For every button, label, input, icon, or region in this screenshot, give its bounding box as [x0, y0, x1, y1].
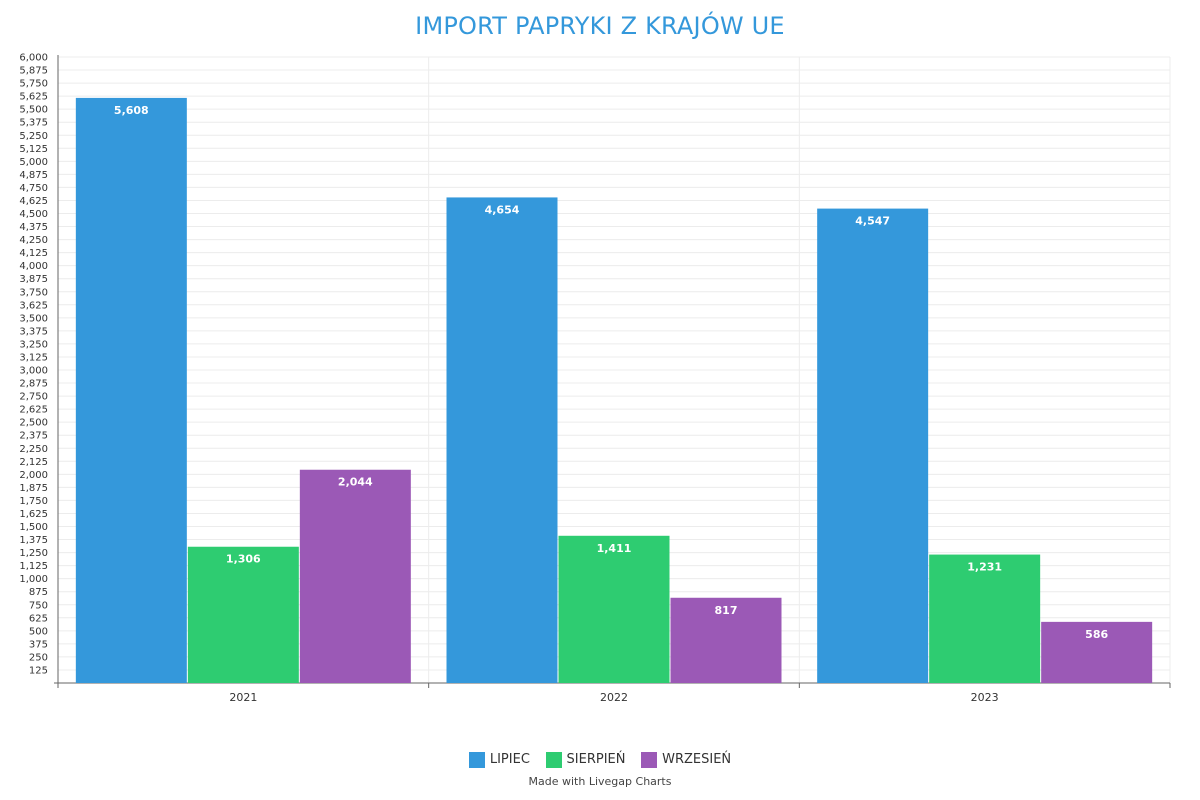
x-tick-label: 2023 — [971, 691, 999, 704]
y-tick-label: 3,625 — [19, 300, 48, 311]
y-tick-label: 1,000 — [19, 574, 48, 585]
legend-label-lipiec: LIPIEC — [489, 752, 530, 768]
y-tick-label: 3,250 — [19, 339, 48, 350]
y-tick-label: 2,250 — [19, 444, 48, 455]
y-tick-label: 1,750 — [19, 496, 48, 507]
y-tick-label: 2,000 — [19, 470, 48, 481]
y-tick-label: 1,375 — [19, 535, 48, 546]
bar-wrzesien-2021 — [299, 469, 411, 683]
y-tick-label: 3,500 — [19, 313, 48, 324]
y-tick-label: 1,625 — [19, 509, 48, 520]
y-tick-label: 2,875 — [19, 379, 48, 390]
y-tick-label: 625 — [29, 613, 48, 624]
chart-title: IMPORT PAPRYKI Z KRAJÓW UE — [415, 12, 785, 40]
data-label: 1,231 — [967, 561, 1002, 574]
data-label: 4,654 — [485, 203, 520, 216]
y-tick-label: 4,375 — [19, 222, 48, 233]
y-tick-label: 3,375 — [19, 326, 48, 337]
y-tick-label: 875 — [29, 587, 48, 598]
legend-label-wrzesien: WRZESIEŃ — [662, 752, 732, 768]
x-tick-label: 2021 — [229, 691, 257, 704]
legend-swatch-sierpien — [545, 751, 562, 768]
data-label: 586 — [1085, 628, 1108, 641]
data-label: 1,306 — [226, 553, 261, 566]
legend-label-sierpien: SIERPIEŃ — [566, 752, 626, 768]
y-tick-label: 5,250 — [19, 131, 48, 142]
y-tick-label: 1,500 — [19, 522, 48, 533]
y-tick-label: 5,750 — [19, 79, 48, 90]
legend-swatch-lipiec — [468, 751, 485, 768]
legend-item-wrzesien[interactable]: WRZESIEŃ — [641, 751, 731, 768]
y-tick-label: 2,500 — [19, 418, 48, 429]
y-tick-label: 2,750 — [19, 392, 48, 403]
y-tick-label: 3,875 — [19, 274, 48, 285]
bar-sierpien-2022 — [558, 535, 670, 683]
bar-lipiec-2022 — [446, 197, 558, 683]
y-tick-label: 2,125 — [19, 457, 48, 468]
y-tick-label: 3,125 — [19, 352, 48, 363]
legend-swatch-wrzesien — [641, 751, 658, 768]
y-tick-label: 125 — [29, 665, 48, 676]
legend-item-sierpien[interactable]: SIERPIEŃ — [545, 751, 626, 768]
legend-item-lipiec[interactable]: LIPIEC — [468, 751, 530, 768]
data-label: 4,547 — [855, 215, 890, 228]
x-tick-label: 2022 — [600, 691, 628, 704]
y-tick-label: 2,375 — [19, 431, 48, 442]
y-tick-label: 750 — [29, 600, 48, 611]
y-tick-label: 5,875 — [19, 66, 48, 77]
bar-wrzesien-2022 — [670, 597, 782, 683]
legend: LIPIEC SIERPIEŃ WRZESIEŃ — [0, 751, 1200, 768]
data-label: 1,411 — [597, 542, 632, 555]
y-tick-label: 3,750 — [19, 287, 48, 298]
y-tick-label: 4,625 — [19, 196, 48, 207]
y-tick-label: 250 — [29, 652, 48, 663]
data-label: 817 — [715, 604, 738, 617]
y-tick-label: 5,500 — [19, 105, 48, 116]
y-tick-label: 5,625 — [19, 92, 48, 103]
y-tick-label: 3,000 — [19, 366, 48, 377]
y-tick-label: 5,125 — [19, 144, 48, 155]
y-tick-label: 5,375 — [19, 118, 48, 129]
y-tick-label: 2,625 — [19, 405, 48, 416]
y-tick-label: 4,875 — [19, 170, 48, 181]
y-tick-label: 1,875 — [19, 483, 48, 494]
bar-wrzesien-2023 — [1041, 621, 1153, 683]
bar-lipiec-2021 — [75, 97, 187, 683]
data-label: 2,044 — [338, 476, 373, 489]
bar-sierpien-2023 — [929, 554, 1041, 683]
y-tick-label: 500 — [29, 626, 48, 637]
credit-text[interactable]: Made with Livegap Charts — [528, 775, 672, 788]
y-tick-label: 6,000 — [19, 53, 48, 64]
y-tick-label: 4,500 — [19, 209, 48, 220]
y-tick-label: 5,000 — [19, 157, 48, 168]
y-tick-label: 4,250 — [19, 235, 48, 246]
bar-lipiec-2023 — [817, 208, 929, 684]
y-tick-label: 4,000 — [19, 261, 48, 272]
y-tick-label: 4,125 — [19, 248, 48, 259]
y-tick-label: 1,250 — [19, 548, 48, 559]
bar-sierpien-2021 — [187, 546, 299, 683]
y-tick-label: 1,125 — [19, 561, 48, 572]
y-tick-label: 375 — [29, 639, 48, 650]
data-label: 5,608 — [114, 104, 149, 117]
y-tick-label: 4,750 — [19, 183, 48, 194]
